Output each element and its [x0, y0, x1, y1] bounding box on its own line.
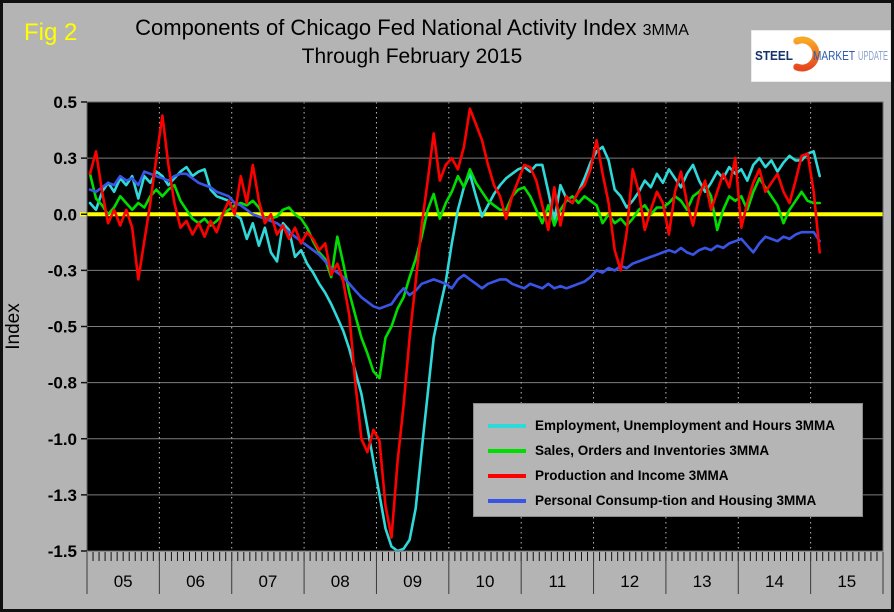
chart-title-3mma-suffix: 3MMA	[642, 22, 689, 39]
x-year-label: 11	[549, 572, 567, 591]
y-axis-title: Index	[3, 303, 24, 350]
chart-canvas: 0.5 0.3 0.0 -0.3 -0.5 -0.8 -1.0 -1.3 -1.5 Index 05…	[3, 93, 884, 594]
chart-title-main: Components of Chicago Fed National Activ…	[135, 15, 637, 40]
legend-item-sales: Sales, Orders and Inventories 3MMA	[488, 438, 862, 463]
figure-number-label: Fig 2	[24, 19, 78, 46]
personal-consumption-line-swatch	[488, 498, 526, 503]
legend-label: Sales, Orders and Inventories 3MMA	[535, 443, 770, 458]
x-year-label: 12	[620, 572, 639, 591]
y-tick-label: -0.3	[48, 261, 77, 280]
logo-steel-text: STEEL	[755, 49, 793, 63]
employment-line-swatch	[488, 423, 526, 428]
x-year-label: 05	[114, 572, 133, 591]
chart-legend: Employment, Unemployment and Hours 3MMA …	[473, 403, 863, 517]
x-year-label: 09	[403, 572, 422, 591]
production-line-swatch	[488, 473, 526, 478]
x-year-label: 14	[765, 572, 784, 591]
legend-label: Employment, Unemployment and Hours 3MMA	[535, 418, 836, 433]
production-income-line	[88, 107, 822, 539]
x-year-label: 10	[476, 572, 495, 591]
legend-label: Production and Income 3MMA	[535, 468, 729, 483]
y-tick-label: -0.5	[48, 318, 77, 337]
x-year-label: 13	[693, 572, 712, 591]
x-year-label: 06	[186, 572, 205, 591]
chart-header: Components of Chicago Fed National Activ…	[63, 15, 761, 69]
y-tick-label: 0.0	[53, 205, 77, 224]
x-year-label: 08	[331, 572, 350, 591]
y-tick-label: -1.0	[48, 430, 77, 449]
y-tick-label: -0.8	[48, 374, 77, 393]
legend-item-production: Production and Income 3MMA	[488, 463, 862, 488]
chart-subtitle: Through February 2015	[301, 45, 523, 68]
y-tick-label: 0.3	[53, 149, 77, 168]
logo-market-text: MARKET	[813, 49, 855, 63]
logo-crescent-icon	[793, 36, 820, 72]
chart-title: Components of Chicago Fed National Activ…	[63, 15, 761, 41]
logo-update-text: UPDATE	[858, 49, 888, 63]
legend-label: Personal Consump-tion and Housing 3MMA	[535, 493, 817, 508]
x-year-label: 07	[258, 572, 277, 591]
employment-hours-line	[88, 145, 822, 553]
legend-item-employment: Employment, Unemployment and Hours 3MMA	[488, 413, 862, 438]
steel-market-update-logo: STEEL MARKET UPDATE	[751, 30, 891, 82]
personal-consumption-housing-line	[88, 170, 822, 310]
y-tick-label: 0.5	[53, 93, 77, 112]
sales-line-swatch	[488, 448, 526, 453]
y-tick-label: -1.5	[48, 542, 77, 561]
logo-background	[751, 30, 891, 82]
x-year-label: 15	[837, 572, 856, 591]
legend-item-personal-consumption: Personal Consump-tion and Housing 3MMA	[488, 488, 862, 513]
y-tick-label: -1.3	[48, 486, 77, 505]
